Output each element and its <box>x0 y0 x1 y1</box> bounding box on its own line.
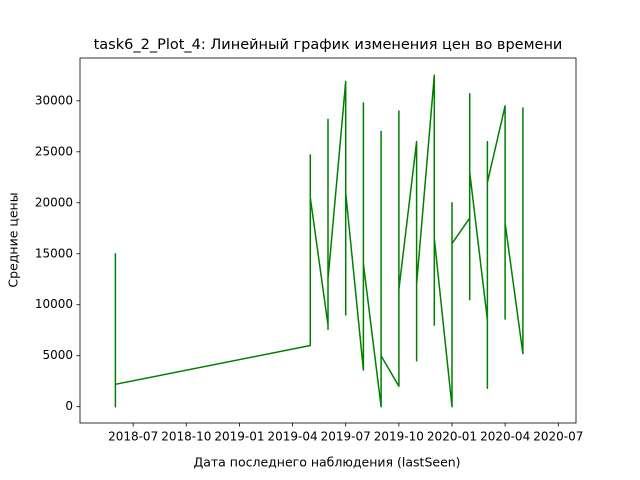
x-tick-label: 2019-07 <box>321 430 371 444</box>
x-tick-label: 2019-04 <box>268 430 318 444</box>
y-tick-label: 0 <box>65 399 73 413</box>
x-tick-label: 2020-07 <box>533 430 583 444</box>
x-tick-label: 2019-10 <box>374 430 424 444</box>
x-tick-label: 2020-04 <box>480 430 530 444</box>
y-tick-label: 5000 <box>42 348 73 362</box>
y-tick-label: 25000 <box>35 144 73 158</box>
price-line <box>114 74 524 408</box>
x-tick-label: 2018-10 <box>161 430 211 444</box>
plot-frame <box>79 57 577 424</box>
y-tick-label: 10000 <box>35 297 73 311</box>
y-axis-label: Средние цены <box>6 192 21 287</box>
y-tick-label: 15000 <box>35 246 73 260</box>
chart-title: task6_2_Plot_4: Линейный график изменени… <box>94 37 563 53</box>
y-tick-label: 20000 <box>35 195 73 209</box>
x-tick-label: 2019-01 <box>214 430 264 444</box>
x-tick-label: 2018-07 <box>108 430 158 444</box>
y-tick-label: 30000 <box>35 93 73 107</box>
x-tick-label: 2020-01 <box>427 430 477 444</box>
x-axis-label: Дата последнего наблюдения (lastSeen) <box>193 455 460 470</box>
